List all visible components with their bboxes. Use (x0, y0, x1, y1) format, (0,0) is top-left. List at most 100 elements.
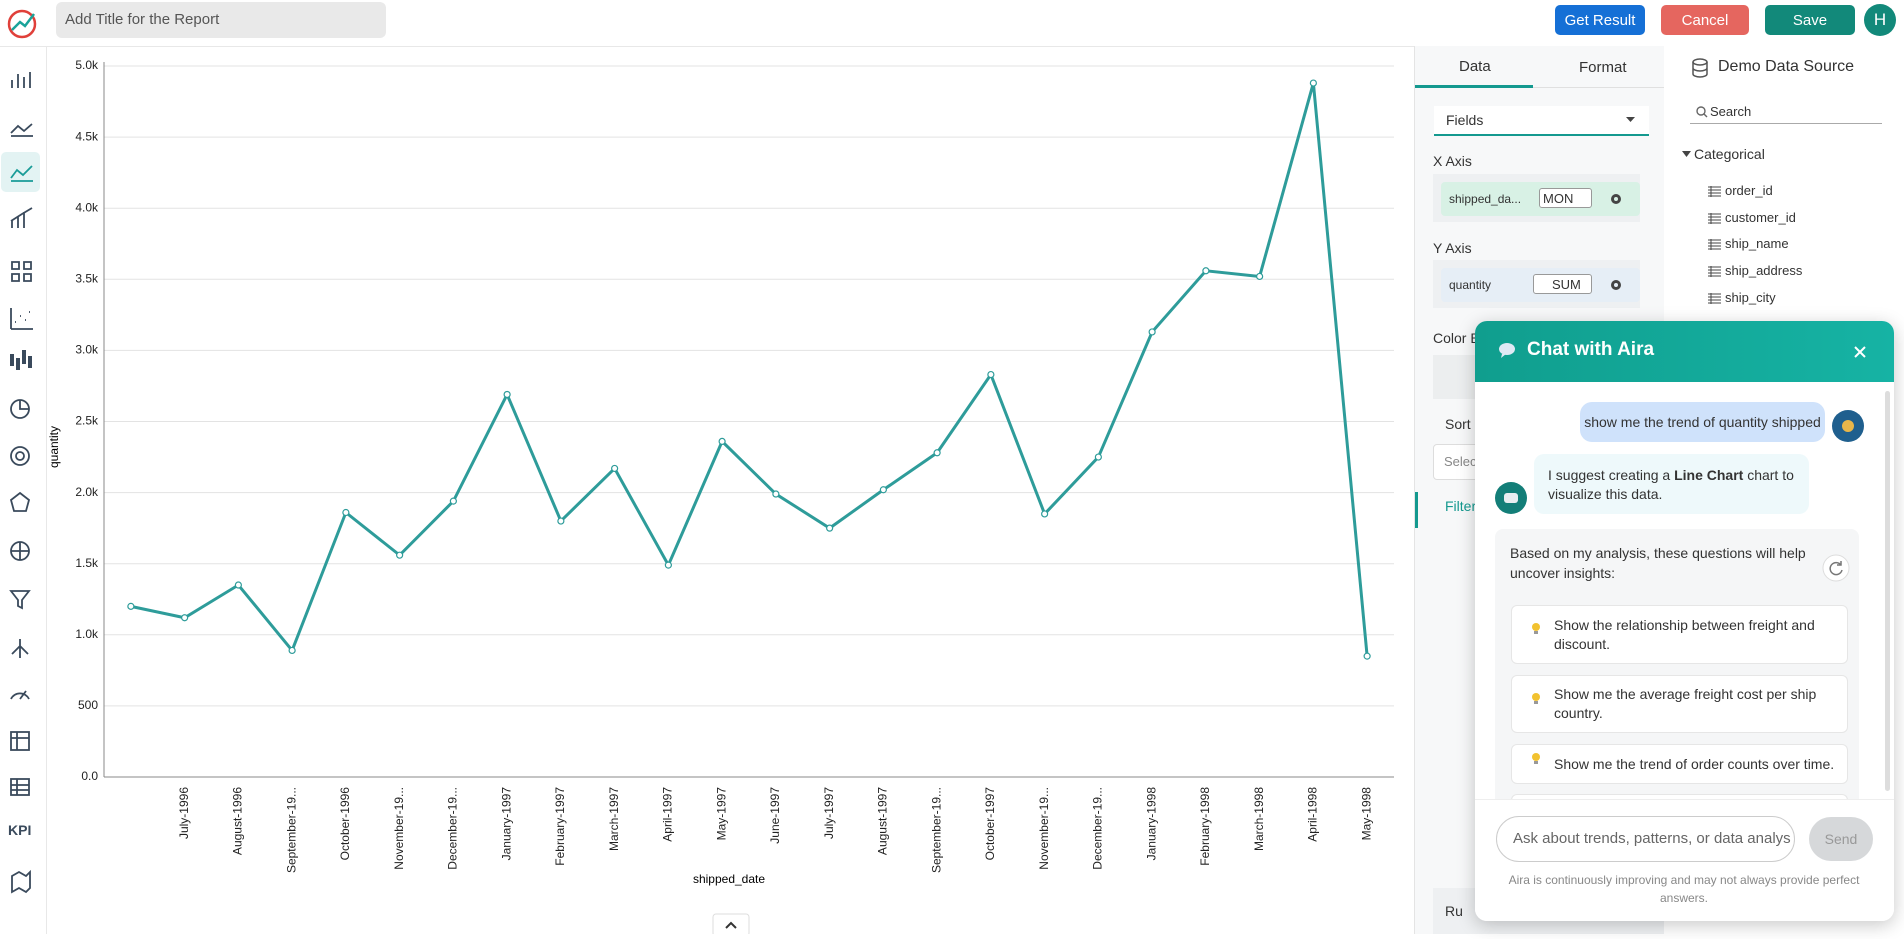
report-title-input[interactable]: Add Title for the Report (56, 2, 386, 38)
dropdown-arrow (1626, 117, 1635, 122)
sidebar-icons[interactable] (0, 46, 46, 934)
y-tick-label: 2.5k (75, 414, 99, 428)
logo (7, 9, 37, 39)
data-point (1256, 272, 1264, 281)
y-axis-title: quantity (47, 426, 61, 468)
kpi-icon[interactable]: KPI (8, 822, 32, 838)
x-tick-label: October-1996 (338, 787, 352, 861)
data-tab[interactable]: Data (1459, 58, 1491, 75)
format-tab[interactable]: Format (1579, 59, 1627, 76)
x-tick-label: April-1997 (661, 787, 675, 842)
cancel-button[interactable]: Cancel (1661, 5, 1749, 35)
search-icon (1696, 106, 1708, 118)
field-item[interactable]: customer_id (1725, 209, 1796, 225)
y-tick-label: 3.0k (75, 343, 99, 357)
suggestion[interactable]: Show me the trend of order counts over t… (1511, 744, 1848, 784)
data-point (1041, 510, 1049, 518)
x-field-name: shipped_da... (1449, 192, 1522, 206)
data-point (718, 437, 726, 446)
y-field-chip[interactable]: quantity SUM (1441, 268, 1640, 302)
data-point (611, 464, 619, 473)
x-tick-label: March-1997 (607, 787, 621, 851)
x-agg-select[interactable]: MON (1539, 188, 1592, 208)
data-point (342, 508, 350, 517)
suggestion[interactable]: Show the relationship between freight an… (1511, 605, 1848, 664)
data-point (987, 370, 995, 379)
field-icon (1708, 266, 1721, 278)
data-point (772, 490, 780, 498)
x-tick-label: December-19... (446, 787, 460, 870)
bot-message: I suggest creating a Line Chart chart to… (1534, 454, 1809, 514)
field-icon (1708, 186, 1721, 197)
filter-label[interactable]: Filter (1445, 498, 1477, 514)
bulb-icons (1532, 623, 1540, 764)
x-tick-label: January-1998 (1144, 787, 1158, 861)
y-tick-label: 1.5k (75, 556, 99, 570)
x-tick-label: March-1998 (1252, 787, 1266, 851)
field-item[interactable]: order_id (1725, 183, 1773, 198)
y-settings-icon[interactable] (1609, 278, 1623, 292)
bot-text: chart to visualize this data. (1548, 467, 1794, 502)
user-avatar-chat (1832, 410, 1864, 442)
data-point (449, 497, 457, 505)
x-axis-title: shipped_date (693, 872, 765, 886)
data-source-title: Demo Data Source (1718, 58, 1855, 75)
suggestion-intro: Based on my analysis, these questions wi… (1510, 545, 1806, 581)
chat-close[interactable] (1853, 345, 1867, 359)
sort-label: Sort (1445, 416, 1471, 432)
save-button[interactable]: Save (1765, 5, 1855, 35)
y-agg-select[interactable]: SUM (1533, 274, 1592, 294)
top-bar: Add Title for the Report Get Result Canc… (0, 0, 1904, 47)
x-tick-label: November-19... (1037, 787, 1051, 870)
data-point (127, 602, 135, 610)
sidebar: KPI (0, 46, 47, 934)
y-tick-label: 3.5k (75, 271, 99, 285)
bot-text: I suggest creating a (1548, 467, 1675, 483)
suggestion[interactable]: Show me the average freight cost per shi… (1511, 675, 1848, 733)
group-label[interactable]: Categorical (1694, 146, 1765, 162)
data-point (933, 449, 941, 457)
x-tick-label: February-1998 (1198, 787, 1212, 866)
color-label: Color B (1433, 330, 1480, 346)
y-tick-label: 1.0k (75, 627, 99, 641)
search-input[interactable]: Search (1710, 104, 1752, 119)
get-result-button[interactable]: Get Result (1555, 5, 1645, 35)
x-tick-label: April-1998 (1306, 787, 1320, 842)
x-settings-icon[interactable] (1609, 192, 1623, 206)
x-tick-label: October-1997 (983, 787, 997, 861)
data-point (1202, 267, 1210, 275)
data-point (1094, 453, 1102, 461)
tab-border (1533, 87, 1665, 88)
chat-disclaimer: Aira is continuously improving and may n… (1508, 873, 1860, 905)
data-point (181, 614, 189, 622)
fields-dropdown[interactable]: Fields (1434, 106, 1649, 136)
chat-header: Chat with Aira (1475, 321, 1894, 382)
collapse-icon (725, 921, 737, 929)
x-tick-label: February-1997 (553, 787, 567, 866)
run-label[interactable]: Ru (1445, 903, 1463, 919)
user-avatar[interactable]: H (1864, 4, 1896, 36)
field-icon (1708, 239, 1721, 251)
field-icon (1708, 292, 1721, 304)
send-button[interactable]: Send (1809, 817, 1873, 861)
y-tick-label: 4.0k (75, 200, 99, 214)
data-line (130, 82, 1369, 657)
refresh-button[interactable] (1821, 553, 1851, 583)
line-chart: quantity shipped_date 0.0 500 1.0k 1.5k 2.0k… (47, 58, 1394, 934)
chat-scrollbar (1885, 391, 1890, 791)
x-tick-label: August-1997 (876, 787, 890, 855)
data-point (664, 561, 672, 569)
data-point (234, 581, 242, 589)
chat-input[interactable]: Ask about trends, patterns, or data anal… (1496, 816, 1795, 862)
field-item[interactable]: ship_name (1725, 236, 1789, 252)
x-tick-label: June-1997 (768, 787, 782, 844)
field-item[interactable]: ship_address (1725, 263, 1803, 279)
database-icon (1692, 58, 1708, 78)
y-tick-label: 500 (78, 698, 98, 712)
x-field-chip[interactable]: shipped_da... MON (1441, 182, 1640, 216)
x-tick-label: May-1998 (1359, 787, 1373, 841)
x-tick-label: September-19... (929, 787, 943, 873)
bot-avatar (1495, 482, 1527, 514)
chat-icon (1499, 343, 1515, 358)
field-item[interactable]: ship_city (1725, 289, 1776, 305)
